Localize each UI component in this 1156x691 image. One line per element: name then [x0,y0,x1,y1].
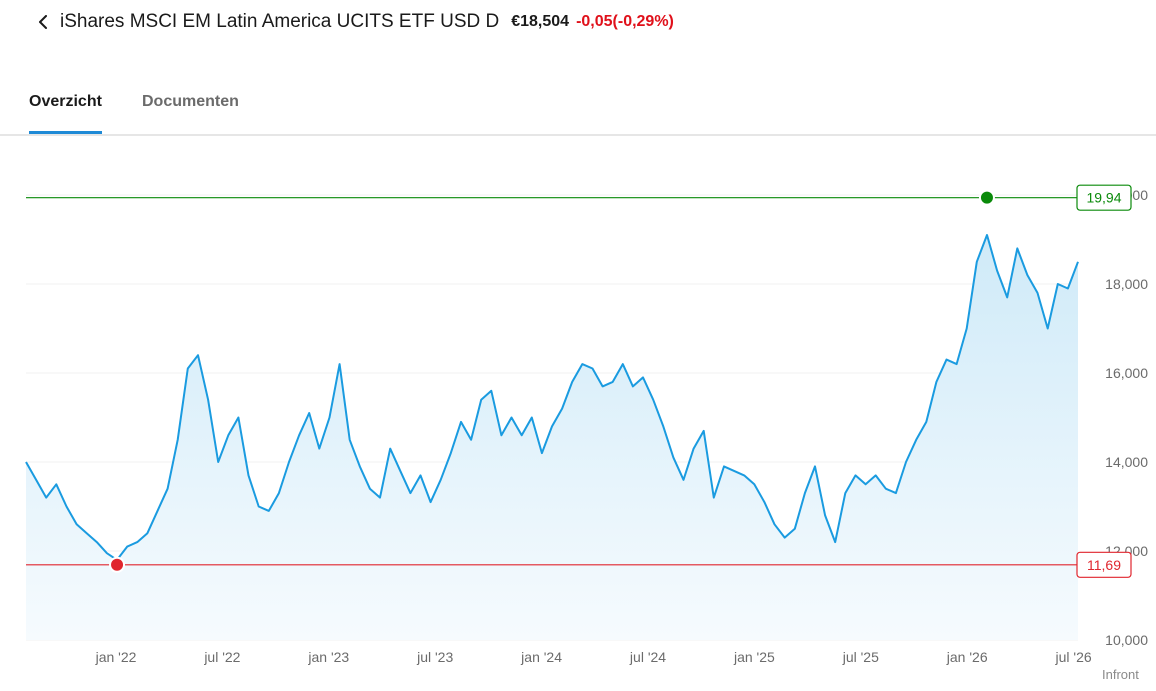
price-value: €18,504 [511,13,570,30]
x-tick-label: jul '24 [629,649,666,665]
x-tick-label: jan '25 [733,649,775,665]
tab-overview[interactable]: Overzicht [29,93,102,134]
tab-documents[interactable]: Documenten [142,93,239,110]
x-tick-label: jan '26 [946,649,988,665]
chart-credit: Infront [1102,667,1139,682]
x-tick-label: jul '25 [842,649,879,665]
x-tick-label: jan '23 [307,649,349,665]
y-tick-label: 16,000 [1105,365,1148,381]
tab-bar: Overzicht Documenten [0,70,1156,136]
y-tick-label: 10,000 [1105,632,1148,648]
low-label-badge: 11,69 [1076,551,1132,578]
header: iShares MSCI EM Latin America UCITS ETF … [0,0,1156,44]
y-tick-label: 14,000 [1105,454,1148,470]
x-tick-label: jul '22 [203,649,240,665]
back-chevron-icon[interactable] [34,11,52,33]
page-title: iShares MSCI EM Latin America UCITS ETF … [60,11,500,32]
high-label: 19,94 [1086,190,1121,206]
x-tick-label: jul '23 [416,649,453,665]
high-label-badge: 19,94 [1076,184,1132,211]
x-tick-label: jan '22 [95,649,137,665]
series-area [26,235,1078,640]
x-tick-label: jul '26 [1055,649,1092,665]
price-change: -0,05(-0,29%) [576,13,674,30]
series-line [25,234,1079,561]
y-tick-label: 18,000 [1105,276,1148,292]
high-marker[interactable] [978,189,995,206]
low-label: 11,69 [1087,557,1121,573]
x-tick-label: jan '24 [520,649,562,665]
low-marker[interactable] [109,556,126,573]
